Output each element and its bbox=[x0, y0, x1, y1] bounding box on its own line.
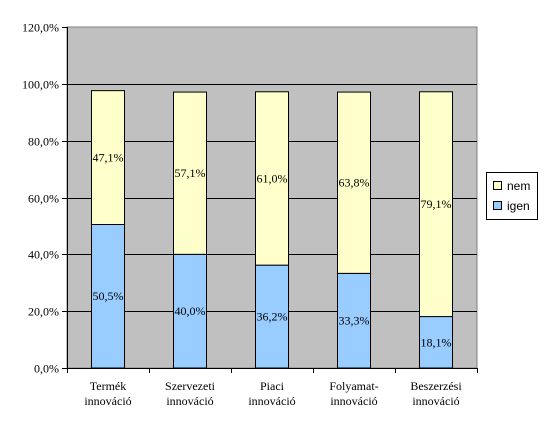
bar-igen bbox=[173, 253, 207, 369]
data-label-nem: 47,1% bbox=[93, 151, 124, 165]
y-tick-label: 100,0% bbox=[22, 78, 59, 92]
bar-igen bbox=[255, 264, 289, 369]
category-label: Szervezeti bbox=[165, 379, 216, 393]
bar-nem bbox=[255, 91, 289, 266]
bar-nem bbox=[337, 91, 371, 274]
category-label: Piaci bbox=[260, 379, 285, 393]
legend-label-nem: nem bbox=[507, 179, 530, 193]
data-label-igen: 33,3% bbox=[339, 314, 370, 328]
y-tick-label: 60,0% bbox=[28, 192, 59, 206]
data-label-igen: 50,5% bbox=[93, 289, 124, 303]
category-label: innováció bbox=[248, 394, 295, 408]
legend-swatch-nem bbox=[493, 181, 502, 190]
category-label: innováció bbox=[166, 394, 213, 408]
bar-igen bbox=[337, 272, 371, 369]
category-label: innováció bbox=[412, 394, 459, 408]
data-label-nem: 61,0% bbox=[257, 171, 288, 185]
data-label-nem: 79,1% bbox=[421, 197, 452, 211]
data-label-nem: 63,8% bbox=[339, 176, 370, 190]
y-tick-label: 0,0% bbox=[34, 362, 59, 376]
bar-igen bbox=[419, 316, 453, 369]
bar-nem bbox=[91, 90, 125, 225]
y-tick-label: 20,0% bbox=[28, 305, 59, 319]
y-tick-label: 80,0% bbox=[28, 135, 59, 149]
legend-label-igen: igen bbox=[507, 199, 530, 213]
legend-swatch-igen bbox=[493, 201, 502, 210]
category-label: Beszerzési bbox=[410, 379, 462, 393]
data-label-igen: 18,1% bbox=[421, 335, 452, 349]
y-tick-label: 120,0% bbox=[22, 21, 59, 35]
y-tick-label: 40,0% bbox=[28, 248, 59, 262]
bar-nem bbox=[419, 91, 453, 318]
data-label-igen: 40,0% bbox=[175, 304, 206, 318]
bar-nem bbox=[173, 91, 207, 255]
data-label-igen: 36,2% bbox=[257, 310, 288, 324]
category-label: innováció bbox=[330, 394, 377, 408]
legend-box bbox=[486, 172, 538, 220]
category-label: Termék bbox=[90, 379, 126, 393]
category-label: innováció bbox=[84, 394, 131, 408]
category-label: Folyamat- bbox=[329, 379, 378, 393]
data-label-nem: 57,1% bbox=[175, 166, 206, 180]
bar-igen bbox=[91, 223, 125, 369]
